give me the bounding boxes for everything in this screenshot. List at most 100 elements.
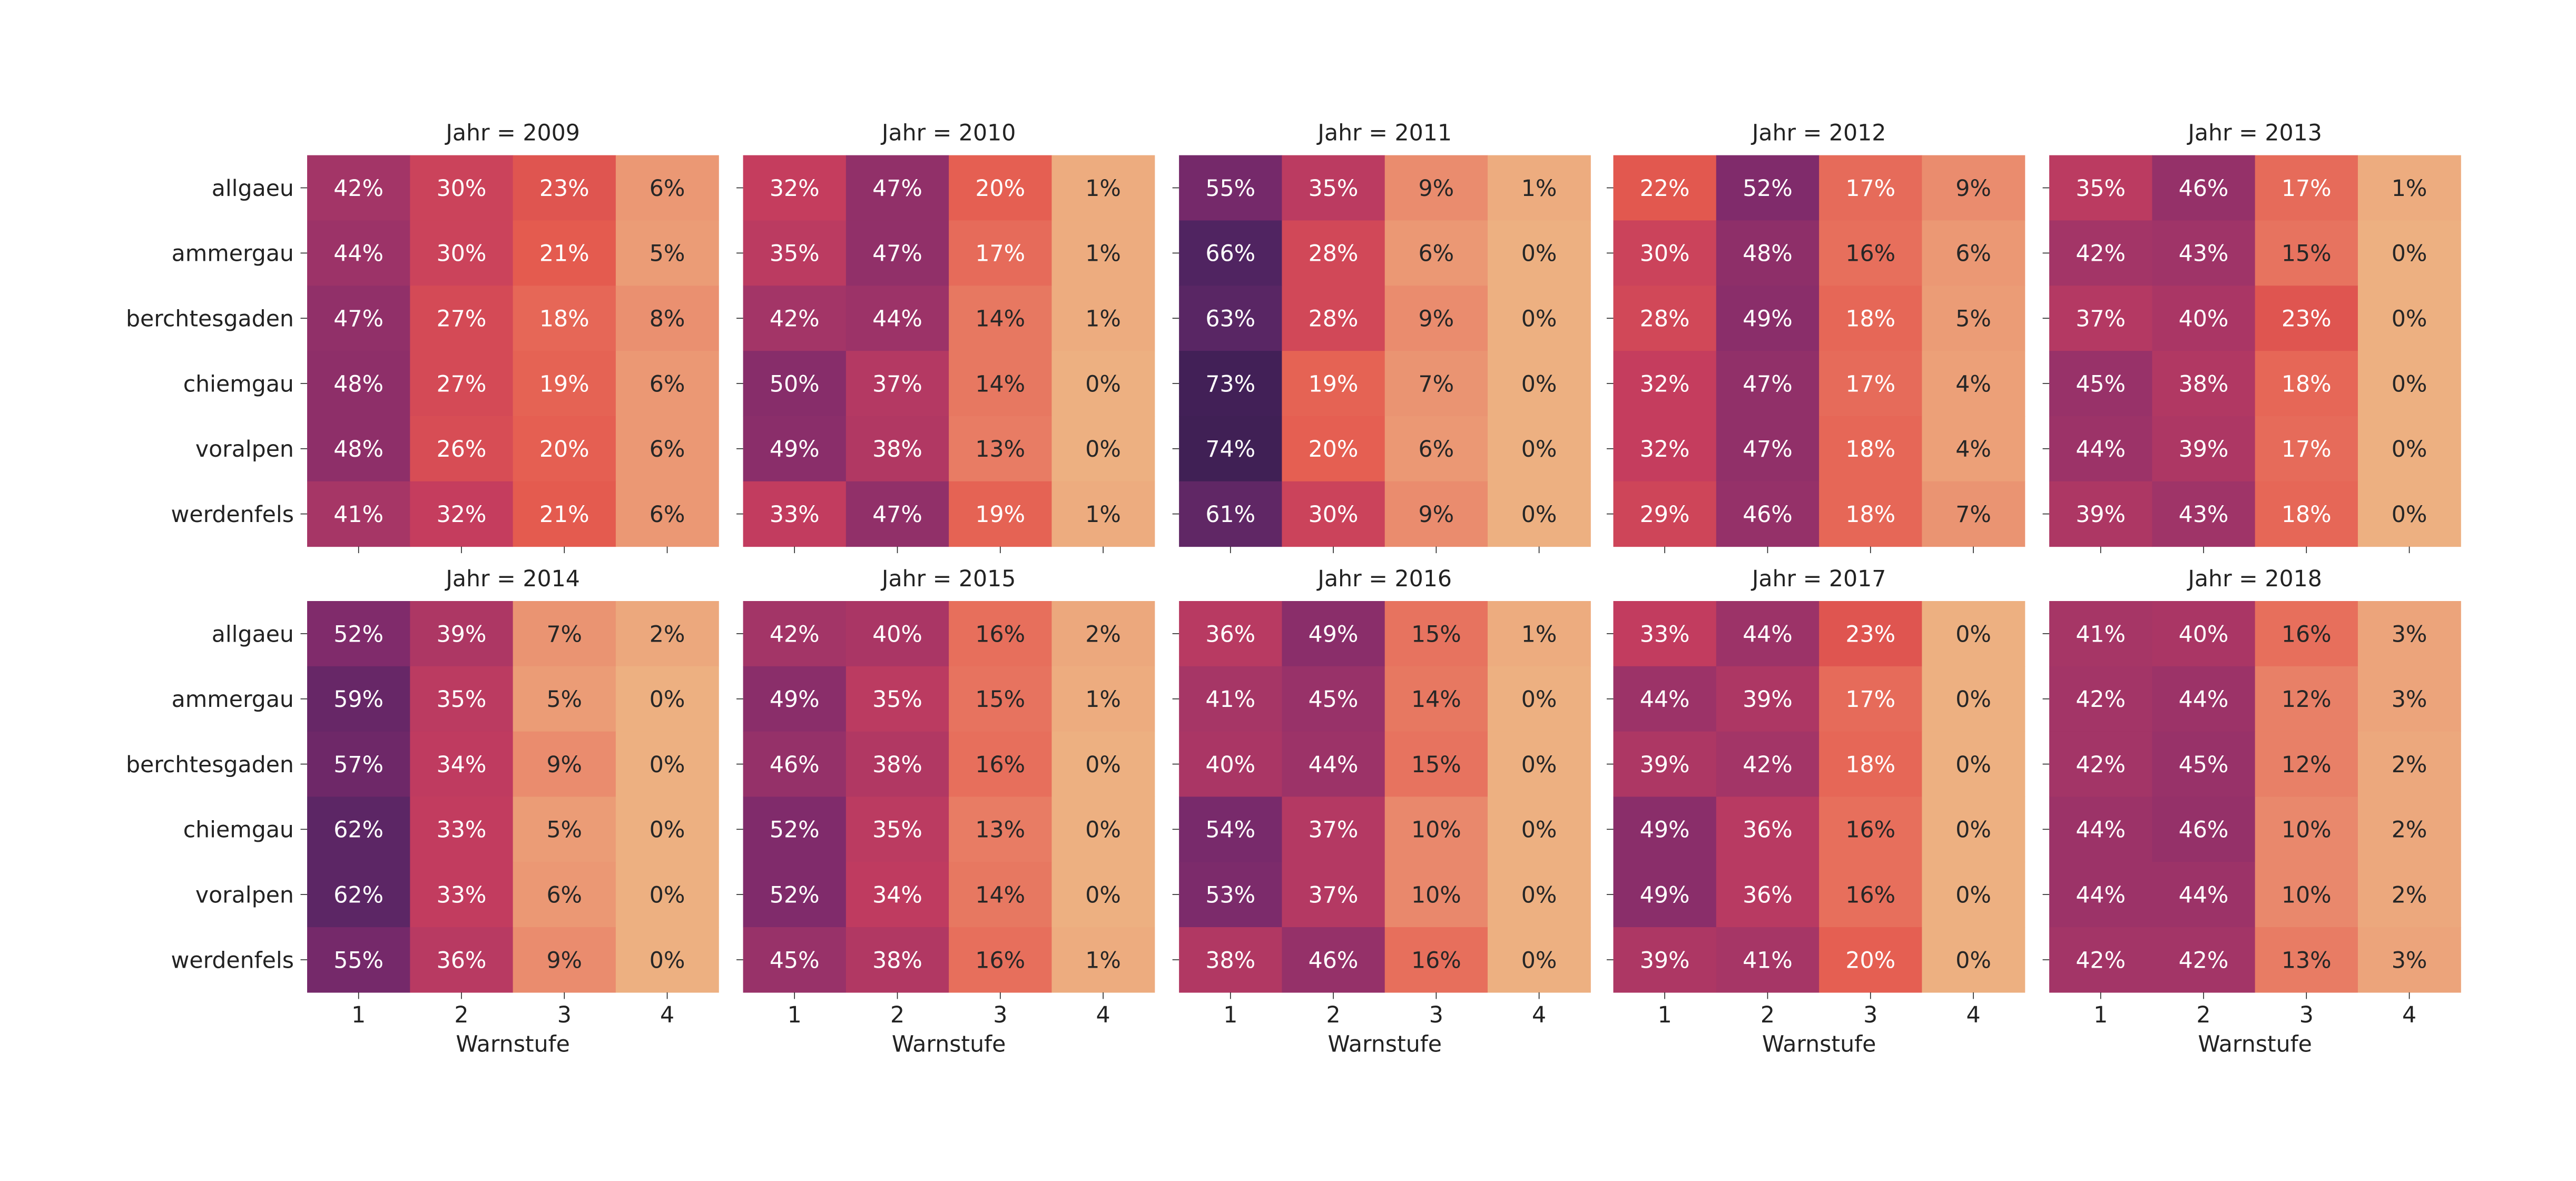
heatmap-cell [1384,286,1488,351]
cell-value-label: 5% [650,241,685,267]
cell-value-label: 6% [1955,241,1991,267]
cell-value-label: 47% [872,241,922,267]
heatmap-cell [743,927,847,993]
y-tick-label: berchtesgaden [126,752,294,778]
heatmap-cell [2049,601,2152,667]
cell-value-label: 0% [1521,752,1557,778]
heatmap-cell [410,796,514,862]
cell-value-label: 7% [546,621,582,647]
cell-value-label: 3% [2392,686,2427,713]
x-tick-label: 2 [1761,1002,1775,1028]
y-tick-label: allgaeu [212,621,294,647]
panel-title: Jahr = 2013 [2186,120,2322,146]
heatmap-cell [307,416,410,482]
heatmap-cell [743,666,847,732]
heatmap-cell [1819,862,1922,928]
cell-value-label: 2% [1085,621,1121,647]
heatmap-cell [1487,416,1591,482]
cell-value-label: 2% [2392,882,2427,909]
heatmap-cell [1282,796,1385,862]
cell-value-label: 41% [1205,686,1255,713]
panel-title: Jahr = 2016 [1316,566,1452,592]
heatmap-cell [2049,796,2152,862]
heatmap-cell [1716,731,1820,798]
cell-value-label: 8% [650,306,685,332]
cell-value-label: 35% [770,241,820,267]
heatmap-cell [410,220,514,286]
cell-value-label: 74% [1205,436,1255,462]
heatmap-cell [1179,927,1283,993]
heatmap-cell [1613,220,1717,286]
heatmap-cell [1613,155,1717,221]
cell-value-label: 15% [975,686,1025,713]
heatmap-cell [1051,601,1155,667]
cell-value-label: 0% [650,947,685,973]
heatmap-cell [1922,666,2026,732]
heatmap-cell [845,351,949,417]
heatmap-cell [2049,666,2152,732]
cell-value-label: 19% [539,371,589,397]
cell-value-label: 22% [1640,175,1690,202]
heatmap-cell [615,927,719,993]
cell-value-label: 38% [1205,947,1255,973]
heatmap-cell [2049,220,2152,286]
heatmap-cell [1716,666,1820,732]
x-axis-label: Warnstufe [1328,1031,1442,1058]
cell-value-label: 33% [437,817,487,843]
cell-value-label: 0% [2392,241,2427,267]
heatmap-cell [743,351,847,417]
heatmap-cell [2152,220,2256,286]
cell-value-label: 52% [770,817,820,843]
heatmap-cell [949,286,1053,351]
cell-value-label: 0% [1521,371,1557,397]
heatmap-cell [2255,481,2358,547]
cell-value-label: 17% [975,241,1025,267]
heatmap-cell [1716,927,1820,993]
cell-value-label: 5% [546,817,582,843]
heatmap-cell [513,351,616,417]
heatmap-cell [513,862,616,928]
cell-value-label: 35% [872,817,922,843]
cell-value-label: 32% [770,175,820,202]
cell-value-label: 0% [1521,306,1557,332]
heatmap-cell [1179,220,1283,286]
heatmap-cell [1384,601,1488,667]
heatmap-cell [845,416,949,482]
heatmap-cell [2255,731,2358,798]
heatmap-cell [1487,155,1591,221]
heatmap-cell [513,155,616,221]
cell-value-label: 41% [333,501,384,528]
cell-value-label: 32% [437,501,487,528]
heatmap-cell [2357,731,2461,798]
cell-value-label: 13% [975,436,1025,462]
cell-value-label: 44% [2076,817,2126,843]
heatmap-cell [1384,927,1488,993]
cell-value-label: 26% [437,436,487,462]
heatmap-cell [1487,220,1591,286]
heatmap-cell [845,927,949,993]
x-tick-label: 1 [1223,1002,1237,1028]
cell-value-label: 14% [975,371,1025,397]
cell-value-label: 9% [1419,175,1454,202]
cell-value-label: 5% [546,686,582,713]
cell-value-label: 1% [1085,241,1121,267]
cell-value-label: 0% [1955,686,1991,713]
x-tick-label: 4 [1532,1002,1546,1028]
heatmap-cell [2357,481,2461,547]
heatmap-cell [949,416,1053,482]
cell-value-label: 49% [1309,621,1359,647]
cell-value-label: 3% [2392,947,2427,973]
heatmap-cell [410,155,514,221]
heatmap-cell [1922,601,2026,667]
cell-value-label: 46% [770,752,820,778]
heatmap-cell [2152,731,2256,798]
cell-value-label: 27% [437,306,487,332]
cell-value-label: 16% [1845,817,1895,843]
cell-value-label: 40% [2179,306,2229,332]
heatmap-cell [307,666,410,732]
heatmap-cell [1384,351,1488,417]
panel-title: Jahr = 2009 [444,120,580,146]
heatmap-cell [1819,416,1922,482]
cell-value-label: 34% [437,752,487,778]
